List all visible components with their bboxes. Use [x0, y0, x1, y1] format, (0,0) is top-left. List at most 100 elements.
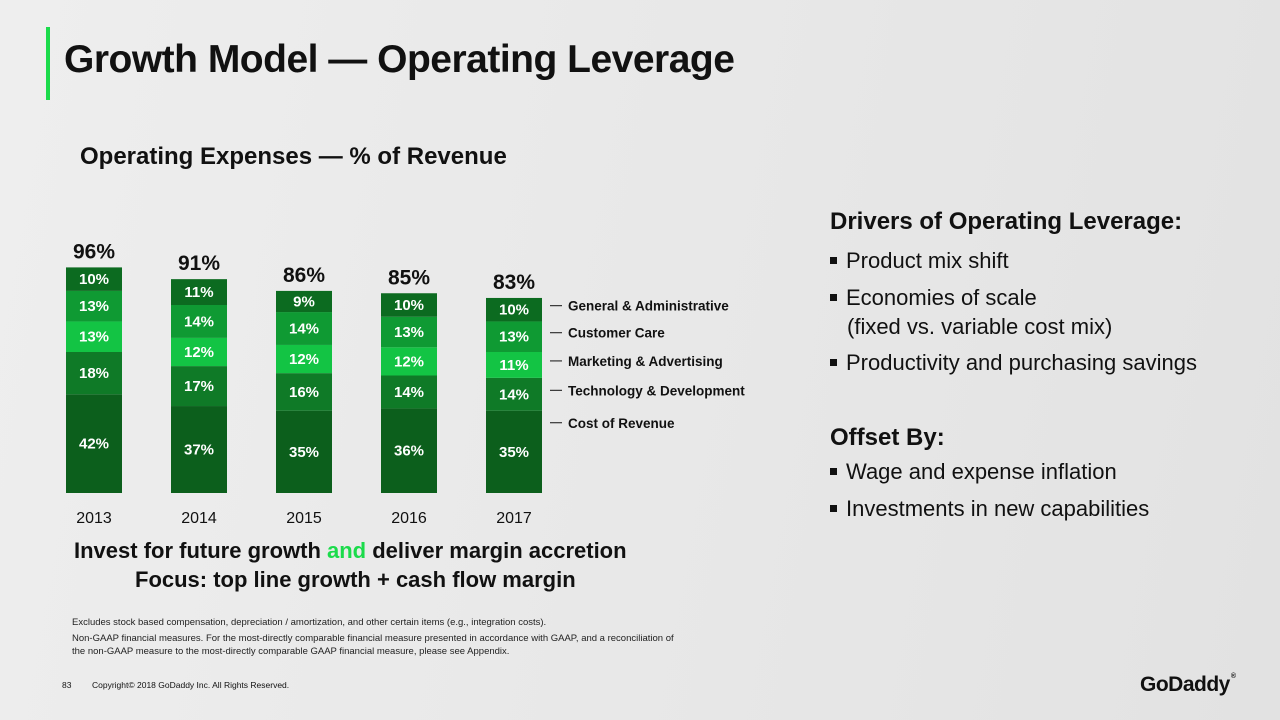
bullet-text: Wage and expense inflation — [846, 459, 1117, 484]
drivers-item: Economies of scale — [830, 285, 1037, 311]
bar-segment — [276, 290, 332, 313]
segment-label: 10% — [499, 302, 529, 319]
bar-segment — [276, 344, 332, 374]
tagline-highlight: and — [327, 538, 367, 563]
segment-label: 14% — [184, 313, 214, 330]
bar-segment — [486, 321, 542, 352]
drivers-item: Productivity and purchasing savings — [830, 350, 1197, 376]
bullet-marker — [830, 468, 837, 475]
bar-segment — [381, 408, 437, 493]
segment-label: 13% — [79, 329, 109, 346]
segment-label: 36% — [394, 443, 424, 460]
bar-segment — [171, 279, 227, 305]
copyright: Copyright© 2018 GoDaddy Inc. All Rights … — [92, 680, 290, 690]
legend-label: Cost of Revenue — [568, 416, 675, 431]
bar-segment — [66, 394, 122, 493]
bar-total-label: 83% — [493, 271, 535, 294]
title-accent-bar — [46, 27, 50, 100]
logo-text: GoDaddy — [1140, 673, 1230, 696]
segment-label: 10% — [79, 271, 109, 288]
segment-label: 14% — [499, 386, 529, 403]
legend-label: General & Administrative — [568, 299, 729, 314]
footnote-2: Non-GAAP financial measures. For the mos… — [72, 633, 674, 644]
segment-label: 12% — [184, 344, 214, 361]
segment-label: 18% — [79, 365, 109, 382]
footnote-3: the non-GAAP measure to the most-directl… — [72, 646, 510, 657]
bar-segment — [486, 297, 542, 322]
focus-statement: Focus: top line growth + cash flow margi… — [135, 567, 576, 592]
bullet-text: Product mix shift — [846, 248, 1009, 273]
drivers-item: Product mix shift — [830, 248, 1009, 274]
bullet-marker — [830, 505, 837, 512]
x-tick-label: 2013 — [76, 510, 112, 527]
offset-item: Investments in new capabilities — [830, 496, 1149, 522]
segment-label: 35% — [499, 444, 529, 461]
segment-label: 37% — [184, 442, 214, 459]
bar-segment — [276, 373, 332, 411]
bar-segment — [66, 290, 122, 322]
segment-label: 42% — [79, 436, 109, 453]
segment-label: 10% — [394, 297, 424, 314]
x-tick-label: 2015 — [286, 510, 322, 527]
page-number: 83 — [62, 680, 72, 690]
bar-segment — [486, 352, 542, 378]
bar-segment — [171, 406, 227, 493]
bullet-marker — [830, 257, 837, 264]
logo-trademark: ® — [1230, 673, 1236, 680]
legend-label: Customer Care — [568, 326, 665, 341]
godaddy-logo: GoDaddy® — [1140, 673, 1236, 697]
bullet-text: Productivity and purchasing savings — [846, 350, 1197, 375]
segment-label: 35% — [289, 444, 319, 461]
segment-label: 13% — [79, 298, 109, 315]
stacked-bar-chart: 42% 18% 13% 13% 10% 96% 2013 37% 17% 12% 14% 11% 91%… — [66, 240, 745, 527]
segment-label: 14% — [289, 321, 319, 338]
offset-item: Wage and expense inflation — [830, 459, 1117, 485]
legend-label: Marketing & Advertising — [568, 354, 723, 369]
bar-segment — [381, 347, 437, 376]
offset-heading: Offset By: — [830, 424, 945, 451]
bullet-text: Investments in new capabilities — [846, 496, 1150, 521]
bar-segment — [486, 377, 542, 411]
bar-segment — [171, 337, 227, 367]
x-tick-label: 2014 — [181, 510, 217, 527]
bar-total-label: 96% — [73, 240, 115, 263]
tagline-after: deliver margin accretion — [366, 538, 627, 563]
bar-segment — [486, 410, 542, 493]
bar-segment — [66, 352, 122, 395]
drivers-heading: Drivers of Operating Leverage: — [830, 208, 1183, 235]
segment-label: 13% — [394, 324, 424, 341]
bar-segment — [381, 293, 437, 317]
x-tick-label: 2017 — [496, 510, 532, 527]
segment-label: 14% — [394, 384, 424, 401]
segment-label: 12% — [289, 351, 319, 368]
footnote-1: Excludes stock based compensation, depre… — [72, 617, 547, 628]
page-title: Growth Model — Operating Leverage — [64, 38, 735, 81]
bar-segment — [381, 375, 437, 409]
bar-segment — [276, 410, 332, 493]
bullet-text: Economies of scale — [846, 285, 1037, 310]
bar-segment — [381, 316, 437, 348]
segment-label: 17% — [184, 378, 214, 395]
bar-total-label: 85% — [388, 266, 430, 289]
bar-total-label: 86% — [283, 264, 325, 287]
segment-label: 9% — [293, 293, 315, 310]
x-tick-label: 2016 — [391, 510, 427, 527]
bar-segment — [171, 366, 227, 407]
segment-label: 11% — [184, 284, 213, 301]
tagline-before: Invest for future growth — [74, 538, 327, 563]
bullet-marker — [830, 294, 837, 301]
bullet-marker — [830, 359, 837, 366]
segment-label: 11% — [499, 357, 528, 374]
bar-segment — [171, 305, 227, 338]
segment-label: 13% — [499, 329, 529, 346]
bar-segment — [276, 312, 332, 345]
drivers-item-continuation: (fixed vs. variable cost mix) — [847, 314, 1113, 339]
chart-subtitle: Operating Expenses — % of Revenue — [80, 143, 507, 170]
bar-segment — [66, 267, 122, 291]
tagline: Invest for future growth and deliver mar… — [74, 538, 627, 564]
bar-segment — [66, 321, 122, 352]
segment-label: 16% — [289, 384, 319, 401]
bar-total-label: 91% — [178, 252, 220, 275]
legend-label: Technology & Development — [568, 383, 745, 398]
segment-label: 12% — [394, 353, 424, 370]
